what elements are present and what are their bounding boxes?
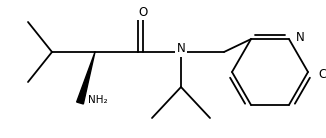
Text: NH₂: NH₂ [88,95,108,105]
Text: N: N [177,43,185,55]
Polygon shape [77,52,95,104]
Text: Cl: Cl [318,68,326,82]
Text: O: O [138,6,148,18]
Text: N: N [296,31,305,44]
